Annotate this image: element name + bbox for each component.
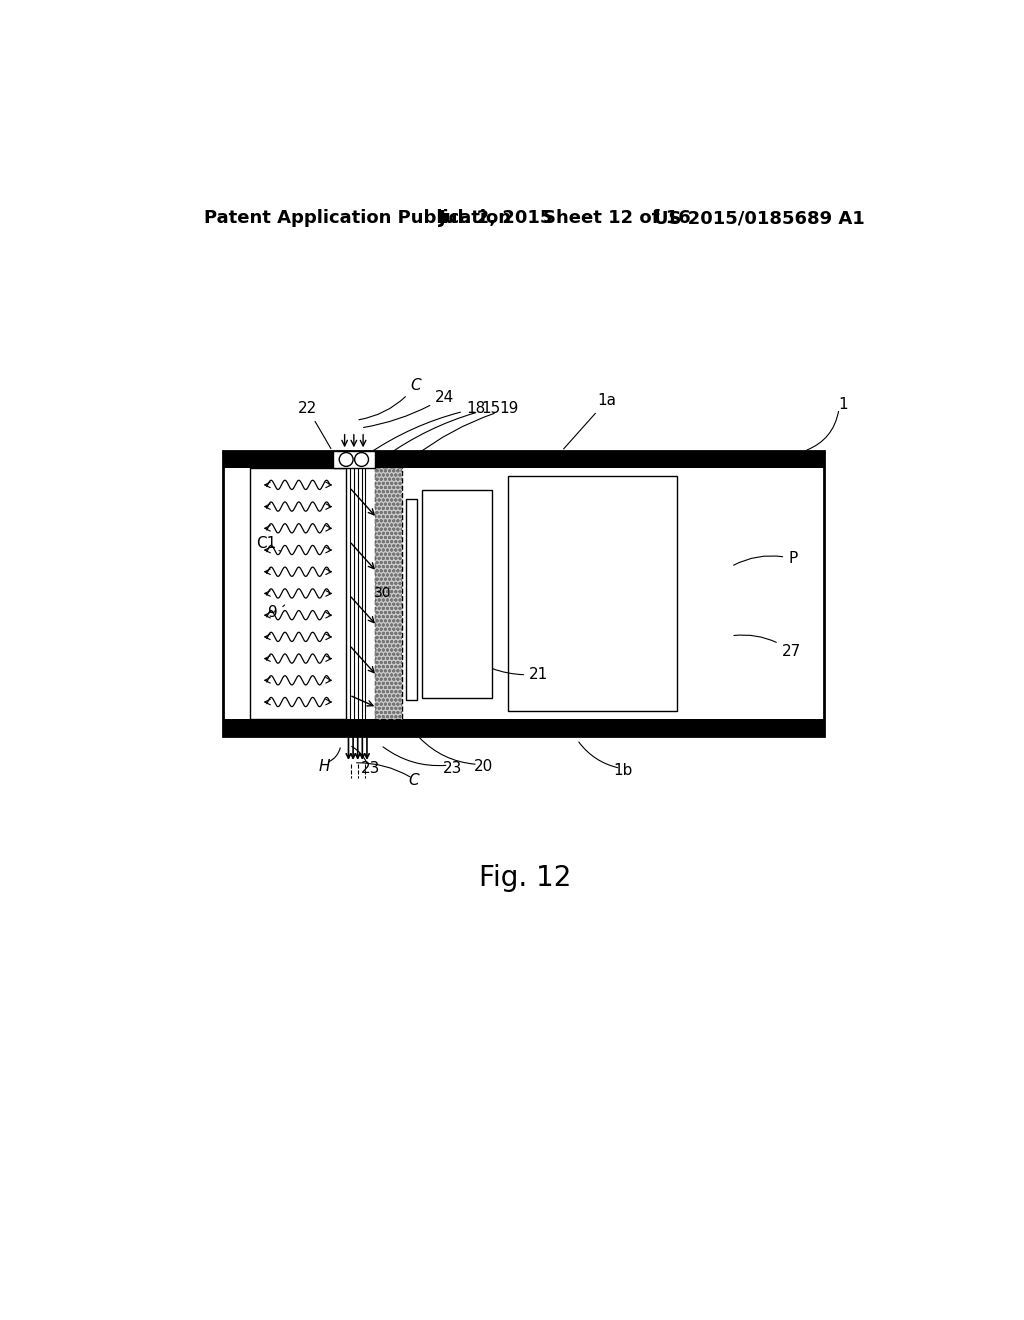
Bar xyxy=(508,475,677,711)
Text: 22: 22 xyxy=(298,401,331,449)
Text: C: C xyxy=(409,774,419,788)
Bar xyxy=(250,469,346,719)
Circle shape xyxy=(354,453,369,466)
Text: 30: 30 xyxy=(375,586,392,601)
Text: Jul. 2, 2015: Jul. 2, 2015 xyxy=(438,210,553,227)
Bar xyxy=(223,451,823,469)
Bar xyxy=(333,451,376,469)
Text: 1: 1 xyxy=(838,397,848,412)
Text: 23: 23 xyxy=(361,760,381,776)
Text: 18: 18 xyxy=(370,401,485,453)
Bar xyxy=(376,469,402,719)
Text: 15: 15 xyxy=(385,401,501,457)
Text: 27: 27 xyxy=(734,635,801,659)
Bar xyxy=(407,499,417,700)
Text: 23: 23 xyxy=(442,760,462,776)
Bar xyxy=(223,719,823,737)
Text: Fig. 12: Fig. 12 xyxy=(478,865,571,892)
Text: 9: 9 xyxy=(268,605,285,620)
Text: Sheet 12 of 16: Sheet 12 of 16 xyxy=(543,210,690,227)
Text: H: H xyxy=(318,759,331,775)
Text: US 2015/0185689 A1: US 2015/0185689 A1 xyxy=(654,210,865,227)
Circle shape xyxy=(339,453,353,466)
Bar xyxy=(376,469,402,719)
Text: 21: 21 xyxy=(464,653,548,682)
Text: C: C xyxy=(358,378,421,420)
Text: 19: 19 xyxy=(414,401,519,457)
Bar xyxy=(223,451,823,737)
Text: P: P xyxy=(733,552,798,566)
Bar xyxy=(422,490,493,698)
Text: C1: C1 xyxy=(256,536,281,552)
Text: 1a: 1a xyxy=(563,393,615,449)
Text: Patent Application Publication: Patent Application Publication xyxy=(204,210,511,227)
Text: 24: 24 xyxy=(364,389,455,428)
Text: 1b: 1b xyxy=(613,763,633,777)
Text: 20: 20 xyxy=(473,759,493,775)
